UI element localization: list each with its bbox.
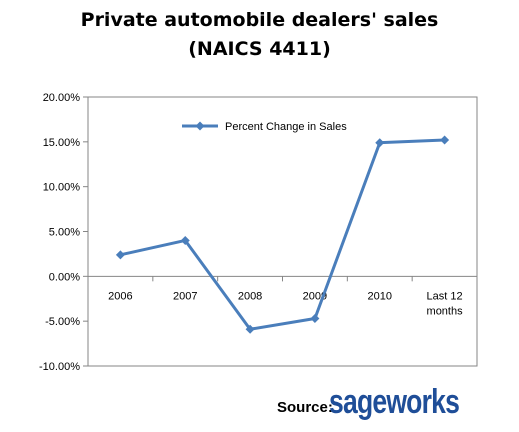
data-point [245,324,255,334]
plot-area [87,96,478,367]
sageworks-logo: sageworks [329,383,460,421]
x-tick-label: 2006 [108,290,132,302]
y-tick-label: 0.00% [49,271,80,283]
y-tick-label: 5.00% [49,227,80,239]
x-tick-label: 2008 [238,290,262,302]
series-line [120,138,445,331]
y-axis: 20.00% 15.00% 10.00% 5.00% 0.00% -5.00% -10.00… [39,92,88,373]
legend-label: Percent Change in Sales [225,121,347,133]
chart-title-line-2: (NAICS 4411) [188,38,331,60]
x-tick-label: 2007 [173,290,197,302]
y-tick-label: 10.00% [43,182,81,194]
x-tick-label: Last 12 [427,290,463,302]
data-point [180,235,190,245]
y-tick-label: 15.00% [43,137,81,149]
data-point [375,138,385,148]
y-tick-label: 20.00% [43,92,81,104]
y-tick-label: -10.00% [39,361,80,373]
legend: Percent Change in Sales [182,121,347,133]
data-point [440,135,450,145]
x-tick-label: months [427,305,464,317]
legend-marker [195,121,205,131]
data-point [310,313,320,323]
source-label: Source: [277,399,333,416]
y-tick-label: -5.00% [45,316,80,328]
series-layer [115,135,450,334]
chart-title-line-1: Private automobile dealers' sales [80,9,439,31]
chart-title: Private automobile dealers' sales (NAICS… [0,6,519,64]
data-point [115,250,125,260]
x-tick-label: 2010 [368,290,392,302]
